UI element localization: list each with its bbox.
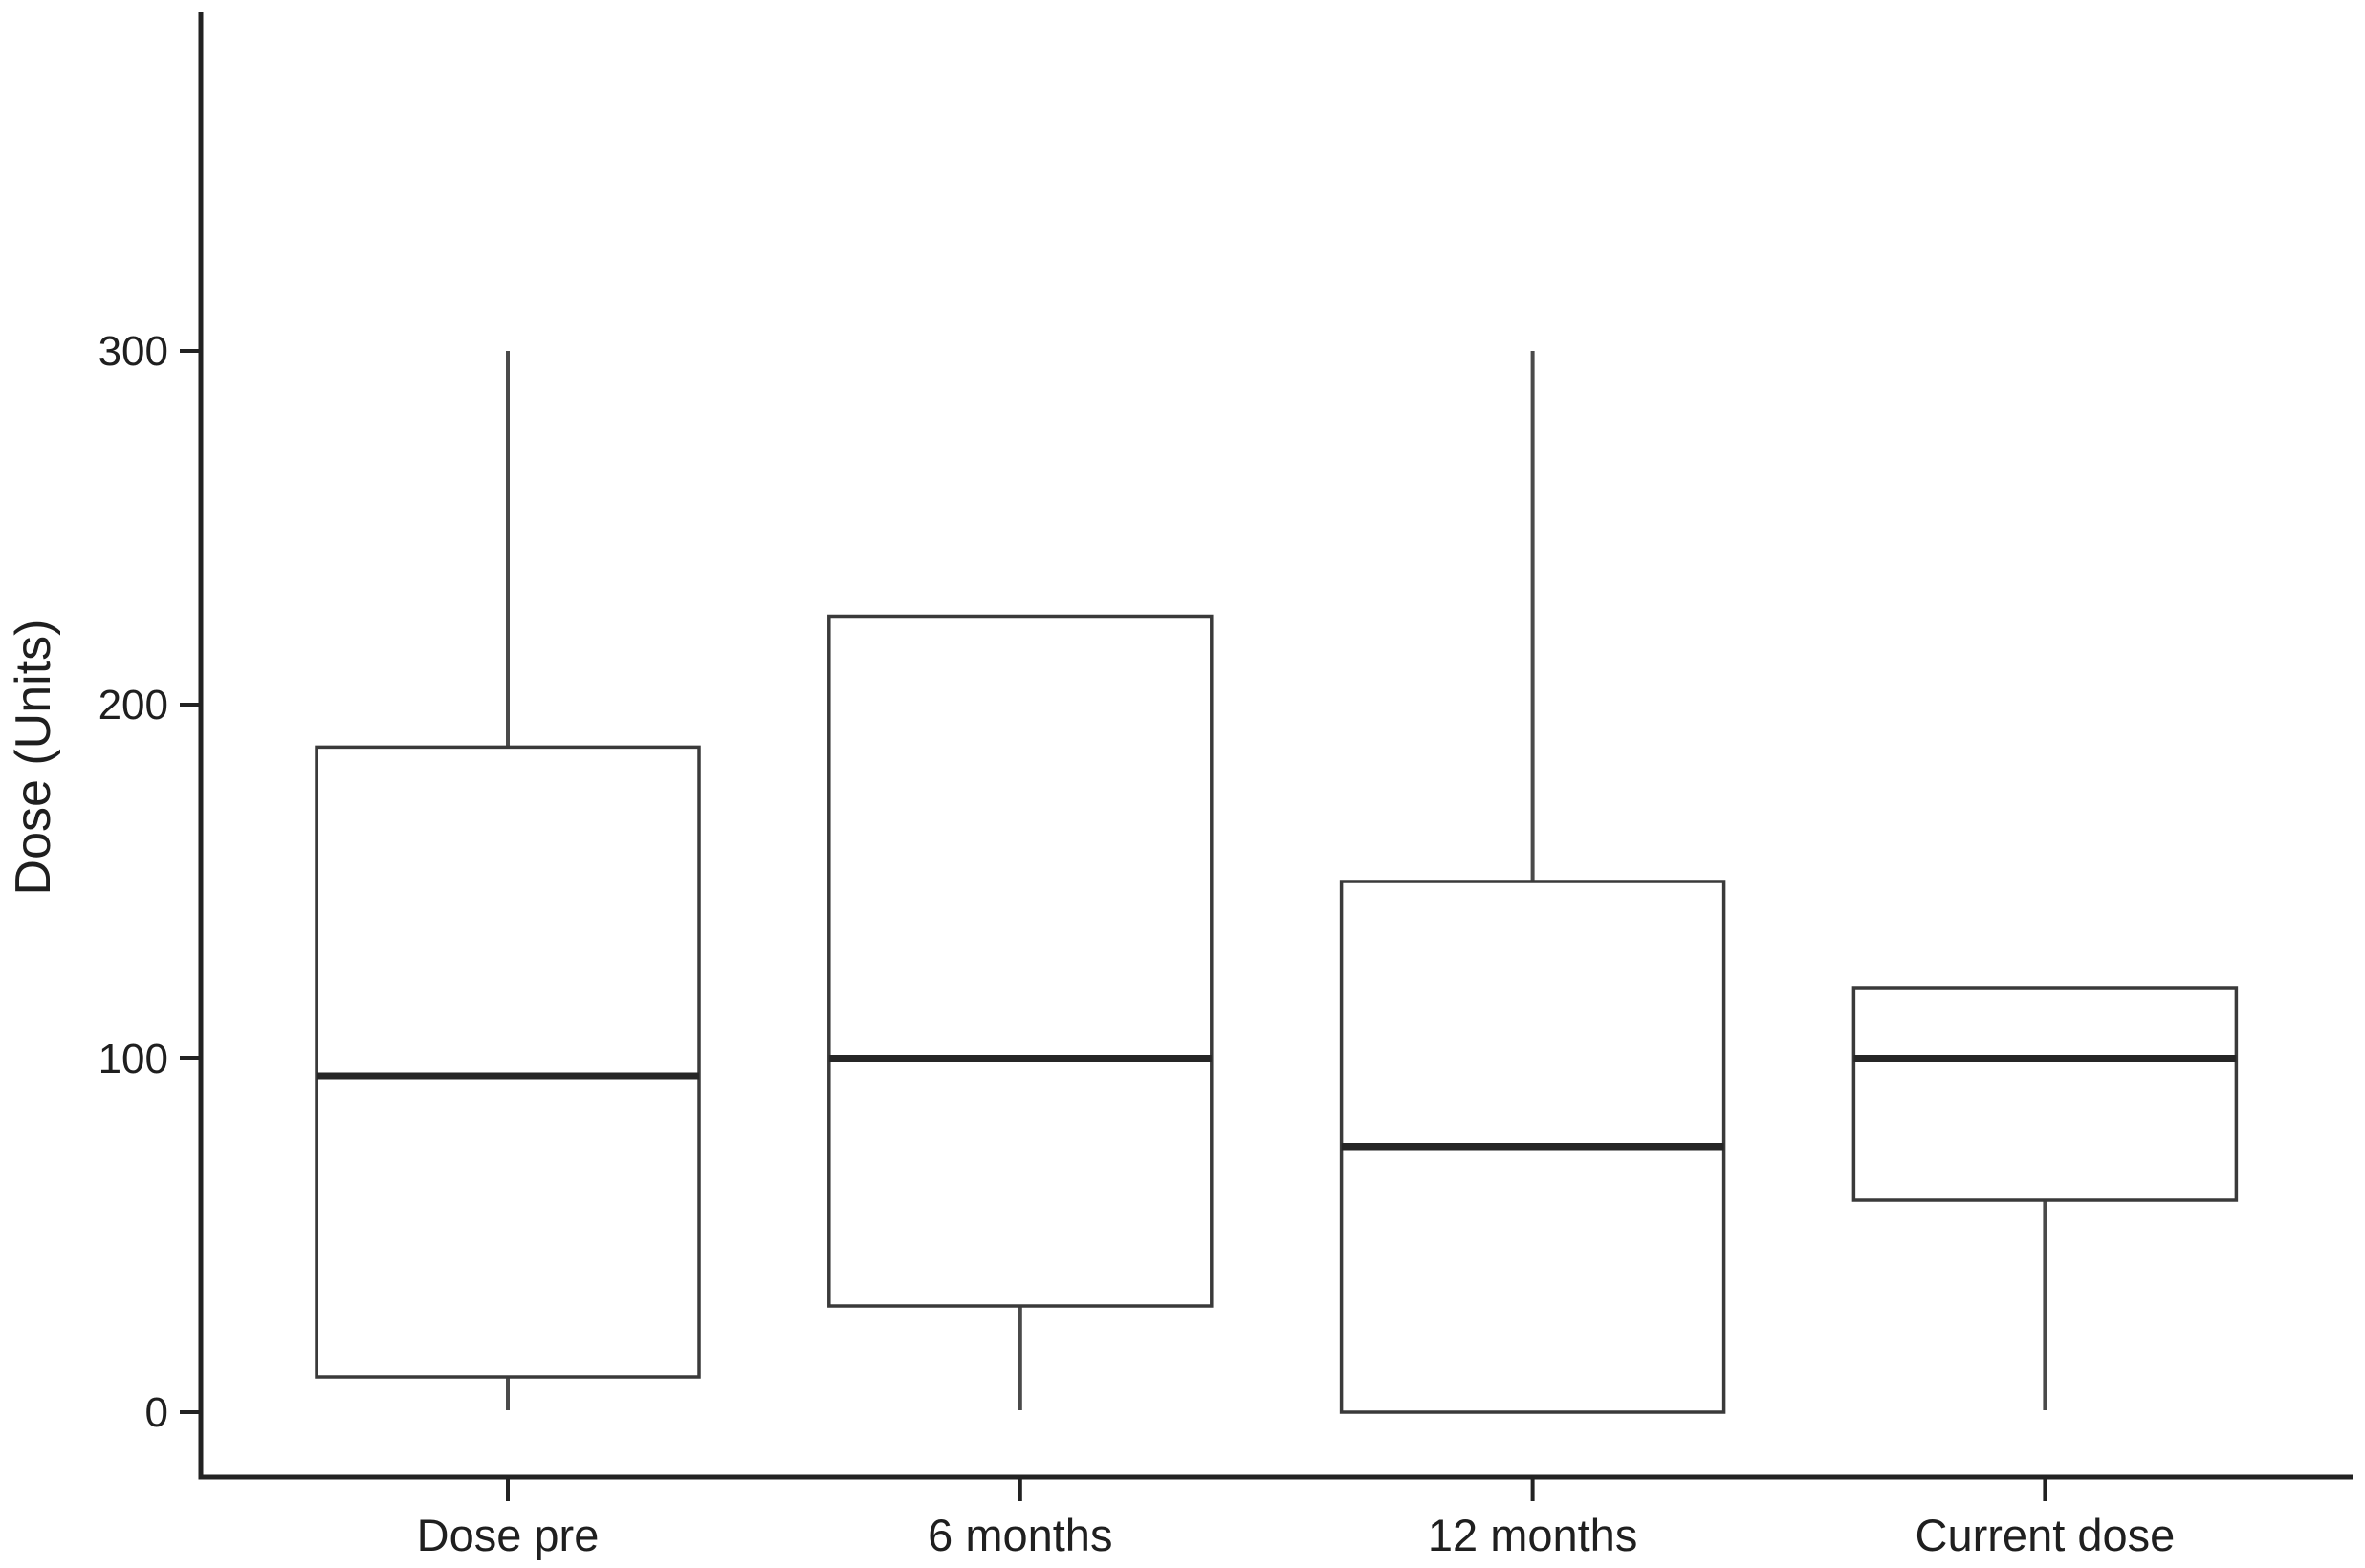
y-tick-label: 300 — [99, 328, 168, 375]
x-category-label-12-months: 12 months — [1428, 1510, 1637, 1560]
plot-area: 0 100 200 300 Dose pre 6 months 12 months Curre… — [99, 12, 2353, 1560]
x-category-label-6-months: 6 months — [928, 1510, 1112, 1560]
box-group-12-months — [1339, 351, 1726, 1414]
y-tick-label: 200 — [99, 682, 168, 729]
box-group-6-months — [827, 614, 1214, 1410]
box-rect-current-dose — [1851, 986, 2239, 1202]
box-group-current-dose — [1851, 986, 2239, 1410]
y-tick-label: 0 — [145, 1389, 168, 1436]
y-tick-label: 100 — [99, 1035, 168, 1082]
x-category-label-current-dose: Current dose — [1916, 1510, 2176, 1560]
x-category-label-dose-pre: Dose pre — [417, 1510, 600, 1560]
box-group-dose-pre — [315, 351, 701, 1410]
box-rect-dose-pre — [315, 745, 701, 1379]
y-axis-title: Dose (Units) — [6, 620, 61, 896]
box-rect-6-months — [827, 614, 1214, 1308]
